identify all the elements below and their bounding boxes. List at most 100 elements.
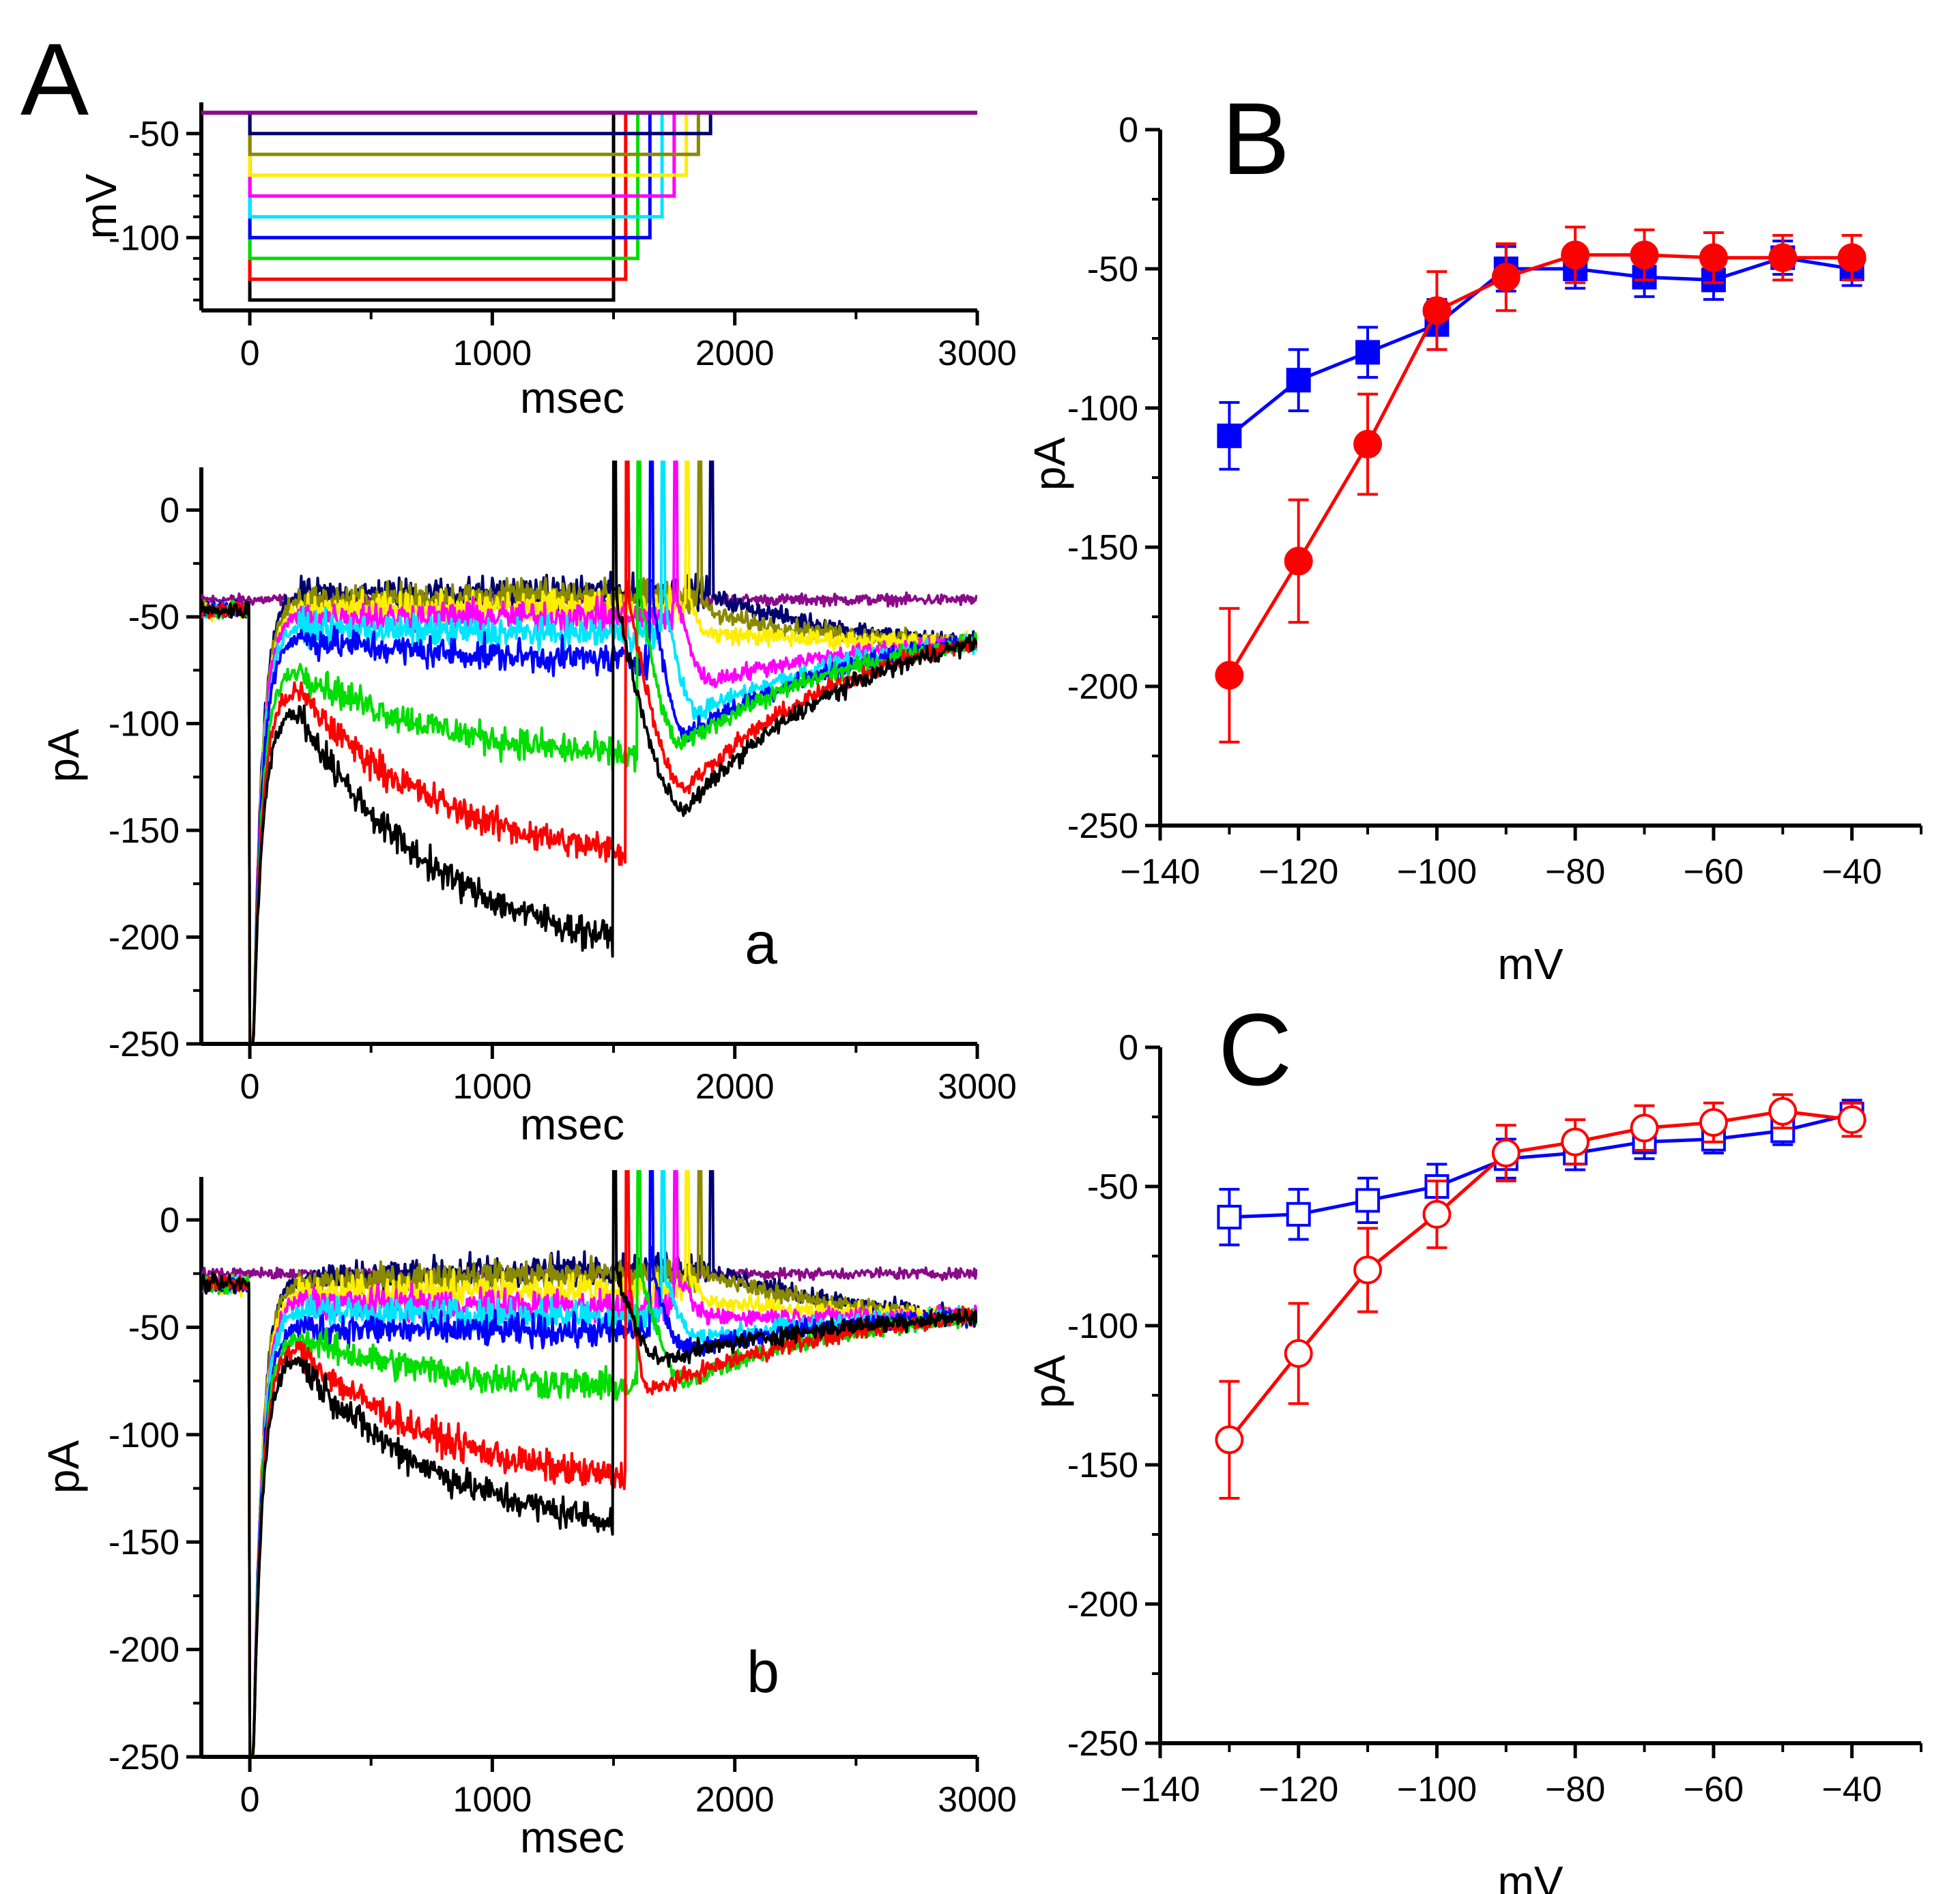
x-tick-label: −120 (1258, 1770, 1338, 1809)
current-trace (201, 461, 977, 1044)
y-tick-label: -100 (1067, 389, 1138, 428)
data-point (1353, 1255, 1383, 1285)
data-point (1217, 1204, 1242, 1229)
y-tick-label: 0 (1119, 1028, 1138, 1068)
trace-sublabel: b (747, 1640, 779, 1705)
x-tick-label: −60 (1684, 1770, 1744, 1809)
iv-plot-c: −140 −120 −100 −80 −60 −40 0 -50 -100 -150 -200 -25… (1025, 1028, 1922, 1894)
data-point (1837, 243, 1867, 272)
x-tick-label: 2000 (695, 1067, 775, 1107)
panel-letter-c: C (1218, 992, 1292, 1107)
data-point (1217, 423, 1242, 448)
current-trace (201, 461, 977, 1044)
current-trace (201, 1170, 977, 1757)
data-point (1422, 296, 1452, 325)
x-tick-label: 1000 (453, 1780, 532, 1820)
protocol-step-trace (201, 111, 977, 302)
y-tick-label: 0 (1119, 111, 1138, 150)
y-axis-title: pA (1025, 1355, 1074, 1409)
trace-sublabel: a (745, 911, 777, 976)
y-tick-label: -50 (128, 1308, 179, 1347)
y-tick-label: -200 (1067, 1585, 1138, 1625)
y-tick-label: -200 (1067, 667, 1138, 707)
current-trace (201, 1170, 977, 1757)
y-tick-label: -150 (109, 811, 179, 851)
x-tick-label: −60 (1684, 852, 1744, 892)
x-axis-title: msec (520, 373, 624, 422)
series-line (1228, 256, 1852, 437)
x-axis-title: msec (520, 1813, 624, 1862)
x-tick-label: −80 (1545, 1770, 1605, 1809)
x-tick-label: −140 (1120, 852, 1200, 892)
protocol-step-trace (201, 111, 977, 177)
x-tick-label: 2000 (695, 334, 775, 373)
current-trace (201, 1170, 977, 1757)
data-point (1422, 1199, 1452, 1229)
y-tick-label: 0 (160, 491, 179, 531)
series-line (1229, 1112, 1853, 1219)
data-point (1355, 1188, 1381, 1213)
data-point (1561, 1127, 1590, 1156)
panel-letter-a: A (20, 22, 89, 136)
data-point (1286, 1201, 1311, 1227)
y-tick-label: 0 (160, 1201, 179, 1240)
data-point (1355, 340, 1381, 365)
x-tick-label: −40 (1822, 1770, 1882, 1809)
protocol-step-trace (201, 111, 977, 136)
x-tick-label: 2000 (695, 1780, 775, 1820)
y-axis-title: mV (76, 173, 126, 239)
data-point (1768, 243, 1798, 272)
x-axis-title: mV (1498, 1857, 1563, 1894)
y-tick-label: -50 (128, 115, 179, 154)
data-point (1699, 243, 1728, 272)
y-tick-label: -250 (1067, 1724, 1138, 1764)
data-point (1286, 368, 1311, 393)
x-tick-label: 3000 (938, 1780, 1017, 1820)
current-trace (201, 1170, 977, 1757)
y-tick-label: -200 (109, 918, 179, 958)
y-tick-label: -100 (109, 1416, 179, 1455)
data-point (1491, 1139, 1521, 1168)
data-point (1630, 240, 1659, 269)
protocol-plot: 0 1000 2000 3000 -50 -100 msec mV (76, 102, 1017, 422)
x-tick-label: 1000 (453, 1067, 532, 1107)
iv-plot-b: −140 −120 −100 −80 −60 −40 0 -50 -100 -150 -200 -25… (1025, 111, 1922, 989)
y-tick-label: -250 (109, 1025, 179, 1064)
data-point (1561, 240, 1590, 269)
x-axis-title: msec (520, 1100, 624, 1149)
y-tick-label: -150 (109, 1523, 179, 1562)
y-axis-title: pA (1025, 437, 1074, 491)
data-point (1353, 430, 1383, 459)
current-trace (201, 1170, 977, 1757)
x-axis-title: mV (1498, 939, 1563, 989)
x-tick-label: −100 (1397, 852, 1477, 892)
y-tick-label: -250 (1067, 806, 1138, 846)
y-tick-label: -150 (1067, 1446, 1138, 1485)
data-point (1215, 660, 1244, 690)
panel-letter-b: B (1222, 81, 1290, 196)
y-tick-label: -100 (109, 218, 179, 258)
data-point (1491, 263, 1521, 292)
trace-group (201, 1170, 977, 1757)
y-tick-label: -100 (109, 705, 179, 744)
series-line (1228, 1109, 1852, 1441)
y-axis-title: pA (39, 1440, 88, 1494)
trace-group (201, 461, 977, 1044)
x-tick-label: −140 (1120, 1770, 1200, 1809)
y-tick-label: -100 (1067, 1307, 1138, 1346)
data-point (1630, 1113, 1659, 1143)
y-tick-label: -50 (1087, 250, 1138, 289)
current-trace (201, 1170, 977, 1757)
current-trace (201, 1170, 977, 1757)
data-point (1424, 1174, 1450, 1199)
current-trace (201, 461, 977, 1044)
data-point (1837, 1105, 1867, 1135)
data-point (1215, 1425, 1244, 1455)
current-traces-a-plot: 0 1000 2000 3000 0 -50 -100 -150 -200 -250 msec pA a (39, 461, 1017, 1149)
current-trace (201, 1170, 977, 1757)
current-traces-b-plot: 0 1000 2000 3000 0 -50 -100 -150 -200 -250 msec pA b (39, 1170, 1017, 1862)
x-tick-label: 3000 (938, 334, 1017, 373)
x-tick-label: −100 (1397, 1770, 1477, 1809)
x-tick-label: 3000 (938, 1067, 1017, 1107)
